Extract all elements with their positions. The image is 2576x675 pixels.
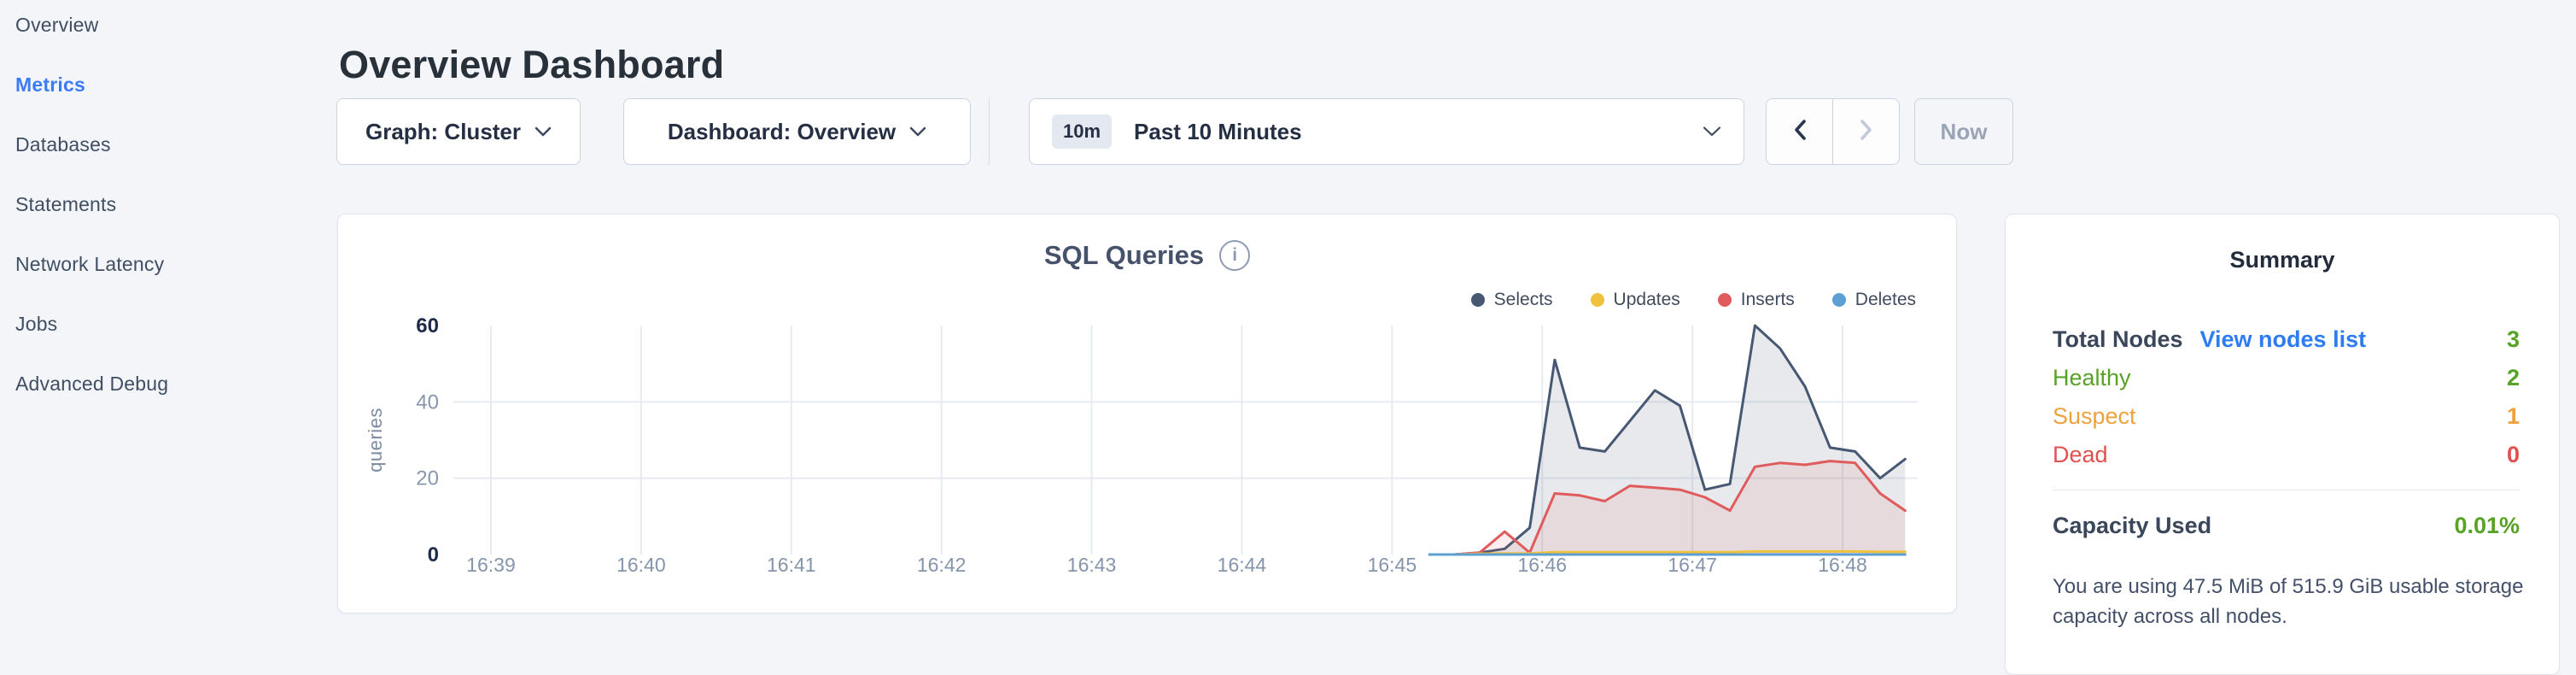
sql-queries-chart-panel: SQL Queries i Selects Updates Inserts De…: [337, 214, 1957, 613]
prev-time-button[interactable]: [1767, 99, 1833, 164]
sidebar: Overview Metrics Databases Statements Ne…: [0, 0, 335, 624]
legend-label: Selects: [1493, 290, 1553, 309]
updates-dot-icon: [1590, 293, 1604, 307]
time-range-dropdown[interactable]: 10m Past 10 Minutes: [1029, 98, 1744, 165]
total-nodes-label: Total Nodes: [2053, 326, 2183, 352]
info-icon[interactable]: i: [1219, 240, 1251, 271]
dead-value: 0: [2506, 442, 2520, 467]
inserts-dot-icon: [1717, 293, 1732, 307]
total-nodes-value: 3: [2506, 326, 2520, 352]
dead-label: Dead: [2053, 442, 2108, 467]
svg-text:16:41: 16:41: [767, 554, 816, 576]
time-range-label: Past 10 Minutes: [1134, 118, 1302, 144]
page-title: Overview Dashboard: [339, 43, 725, 87]
sidebar-item-advanced-debug[interactable]: Advanced Debug: [15, 373, 169, 395]
legend-item-deletes: Deletes: [1831, 290, 1916, 310]
summary-row-dead: Dead 0: [2053, 436, 2520, 474]
svg-text:60: 60: [416, 315, 439, 338]
healthy-value: 2: [2506, 365, 2520, 390]
svg-text:16:40: 16:40: [616, 554, 666, 576]
chevron-down-icon: [909, 126, 926, 138]
svg-text:16:42: 16:42: [917, 554, 967, 576]
sidebar-item-network-latency[interactable]: Network Latency: [15, 253, 165, 275]
svg-text:0: 0: [428, 543, 439, 566]
sidebar-item-statements[interactable]: Statements: [15, 193, 117, 215]
chart-title: SQL Queries: [1043, 240, 1205, 270]
svg-text:16:44: 16:44: [1218, 554, 1267, 576]
sidebar-item-databases[interactable]: Databases: [15, 133, 111, 156]
dashboard-dropdown[interactable]: Dashboard: Overview: [623, 98, 971, 165]
svg-text:40: 40: [416, 390, 439, 414]
time-range-badge: 10m: [1052, 114, 1113, 149]
time-pager: [1766, 98, 1900, 165]
chevron-down-icon: [534, 126, 552, 138]
legend-label: Inserts: [1740, 290, 1795, 309]
summary-row-total-nodes: Total Nodes View nodes list 3: [2053, 320, 2520, 359]
suspect-label: Suspect: [2053, 403, 2136, 429]
summary-panel: Summary Total Nodes View nodes list 3 He…: [2005, 214, 2560, 675]
healthy-label: Healthy: [2053, 365, 2131, 390]
legend-label: Deletes: [1855, 290, 1916, 309]
dashboard-dropdown-label: Dashboard: Overview: [667, 118, 897, 144]
summary-row-capacity: Capacity Used 0.01%: [2053, 507, 2520, 545]
svg-text:16:46: 16:46: [1517, 554, 1567, 576]
graph-dropdown[interactable]: Graph: Cluster: [336, 98, 581, 165]
sql-queries-chart-plot[interactable]: 16:39 16:40 16:41 16:42 16:43 16:44 16:45 16:46…: [372, 315, 1922, 599]
svg-text:16:47: 16:47: [1668, 554, 1717, 576]
sidebar-item-jobs[interactable]: Jobs: [15, 313, 58, 335]
svg-text:16:39: 16:39: [466, 554, 516, 576]
chart-legend: Selects Updates Inserts Deletes: [1470, 290, 1916, 310]
legend-item-inserts: Inserts: [1717, 290, 1795, 310]
now-button[interactable]: Now: [1914, 98, 2013, 165]
summary-row-healthy: Healthy 2: [2053, 359, 2520, 397]
svg-text:16:45: 16:45: [1368, 554, 1417, 576]
chevron-left-icon: [1792, 119, 1808, 145]
toolbar-divider: [989, 98, 990, 165]
sidebar-item-overview[interactable]: Overview: [15, 14, 99, 36]
svg-text:16:43: 16:43: [1067, 554, 1117, 576]
chevron-down-icon: [1703, 126, 1721, 138]
svg-text:20: 20: [416, 467, 439, 490]
deletes-dot-icon: [1831, 293, 1846, 307]
graph-dropdown-label: Graph: Cluster: [365, 118, 522, 144]
summary-title: Summary: [2229, 247, 2335, 273]
legend-item-updates: Updates: [1590, 290, 1680, 310]
next-time-button[interactable]: [1833, 99, 1899, 164]
suspect-value: 1: [2506, 403, 2520, 429]
capacity-used-label: Capacity Used: [2053, 513, 2212, 538]
capacity-description: You are using 47.5 MiB of 515.9 GiB usab…: [2053, 575, 2524, 628]
legend-item-selects: Selects: [1470, 290, 1553, 310]
capacity-used-value: 0.01%: [2454, 513, 2520, 538]
legend-label: Updates: [1613, 290, 1680, 309]
chevron-right-icon: [1859, 119, 1874, 145]
view-nodes-list-link[interactable]: View nodes list: [2199, 326, 2367, 352]
sidebar-item-metrics[interactable]: Metrics: [15, 73, 85, 96]
selects-dot-icon: [1470, 293, 1485, 307]
svg-text:16:48: 16:48: [1818, 554, 1867, 576]
summary-row-suspect: Suspect 1: [2053, 397, 2520, 436]
